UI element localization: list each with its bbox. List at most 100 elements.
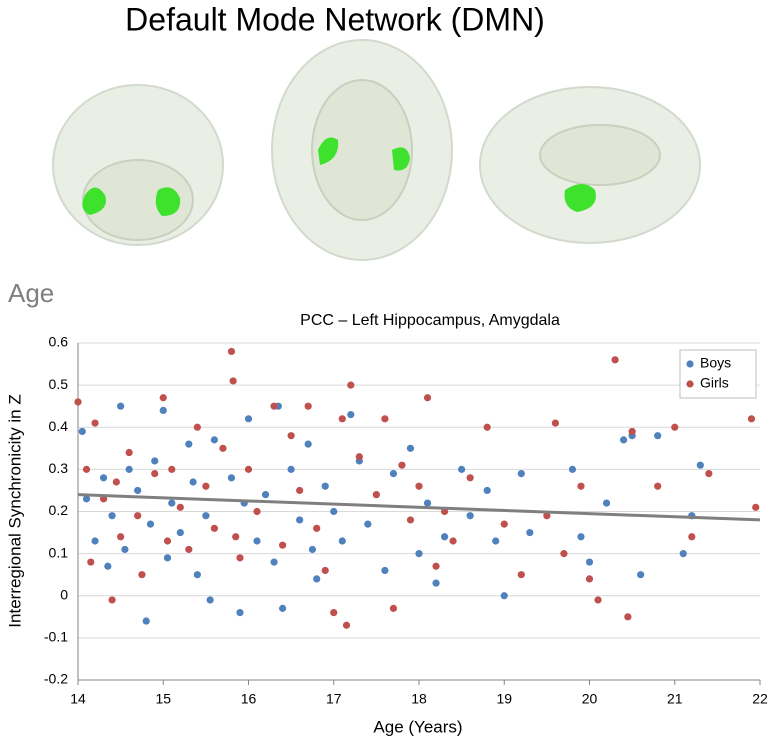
point (227, 347, 236, 356)
x-tick-label: 20 (582, 691, 598, 707)
point (466, 512, 474, 520)
point (261, 491, 270, 499)
y-tick-label: 0.1 (49, 544, 69, 560)
point (517, 469, 525, 478)
point (159, 394, 167, 402)
y-tick-label: 0.5 (49, 376, 69, 392)
point (330, 507, 338, 516)
point (585, 575, 594, 583)
point (406, 444, 415, 452)
point (398, 461, 406, 469)
point (372, 491, 380, 499)
point (620, 436, 628, 444)
point (244, 415, 253, 423)
point (227, 474, 236, 482)
point (193, 423, 201, 431)
point (415, 550, 423, 558)
point (270, 558, 278, 566)
point (752, 503, 760, 511)
point (232, 533, 240, 541)
point (500, 592, 508, 600)
point (705, 469, 713, 478)
point (313, 524, 321, 532)
x-tick-label: 14 (70, 691, 86, 707)
point (466, 474, 474, 482)
legend-label: Girls (700, 375, 729, 391)
point (138, 571, 146, 579)
point (117, 533, 125, 541)
point (355, 453, 363, 461)
point (492, 537, 500, 545)
point (611, 356, 619, 364)
point (91, 419, 99, 427)
point (151, 457, 159, 465)
point (236, 554, 244, 562)
point (654, 482, 662, 490)
point (202, 482, 210, 490)
point (423, 499, 432, 507)
point (253, 537, 261, 545)
point (551, 419, 560, 427)
point (202, 512, 210, 520)
point (279, 541, 287, 549)
point (189, 478, 197, 486)
point (193, 571, 201, 579)
chart-title: PCC – Left Hippocampus, Amygdala (300, 312, 560, 329)
point (296, 486, 304, 495)
point (526, 528, 534, 537)
point (696, 461, 704, 469)
point (624, 613, 632, 621)
point (568, 465, 577, 473)
point (330, 609, 338, 617)
point (637, 571, 645, 579)
point (440, 533, 449, 541)
page-title: Default Mode Network (DMN) (125, 1, 545, 37)
point (628, 427, 636, 436)
point (381, 415, 389, 423)
y-tick-label: -0.2 (44, 671, 68, 687)
point (125, 448, 133, 457)
point (125, 465, 133, 473)
point (159, 406, 167, 414)
y-tick-label: 0.3 (49, 460, 69, 476)
point (287, 432, 295, 440)
y-tick-label: 0.4 (49, 418, 69, 434)
point (423, 394, 432, 402)
point (602, 499, 611, 507)
point (151, 469, 159, 478)
point (577, 533, 585, 541)
point (483, 423, 491, 431)
x-axis-label: Age (Years) (373, 717, 462, 736)
point (176, 503, 184, 511)
point (560, 550, 568, 558)
x-tick-label: 19 (496, 691, 512, 707)
legend-marker (686, 360, 694, 368)
legend-box (679, 349, 757, 399)
point (304, 402, 312, 410)
section-label: Age (8, 278, 54, 308)
point (747, 415, 756, 423)
point (389, 469, 398, 478)
point (296, 516, 304, 524)
point (108, 596, 116, 604)
point (82, 495, 91, 503)
point (206, 596, 214, 604)
point (304, 440, 312, 448)
point (406, 516, 415, 524)
brain-images (52, 39, 701, 261)
y-tick-label: 0 (60, 586, 68, 602)
point (342, 621, 351, 629)
y-tick-label: 0.2 (49, 502, 69, 518)
point (313, 575, 321, 583)
point (594, 596, 602, 604)
legend-label: Boys (700, 355, 731, 371)
point (500, 520, 508, 528)
point (134, 486, 142, 495)
point (244, 465, 253, 473)
point (236, 609, 244, 617)
point (253, 507, 261, 516)
point (458, 465, 466, 473)
point (168, 499, 176, 507)
point (338, 537, 346, 545)
point (671, 423, 679, 431)
